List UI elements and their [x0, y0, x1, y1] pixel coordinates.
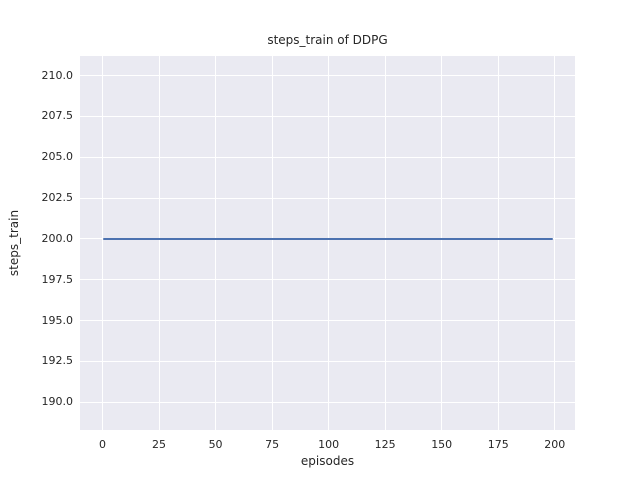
x-tick-label: 50	[208, 438, 223, 451]
gridline-horizontal	[80, 279, 575, 281]
chart-title: steps_train of DDPG	[267, 33, 388, 47]
gridline-vertical	[497, 56, 499, 430]
gridline-vertical	[215, 56, 217, 430]
y-tick-label: 210.0	[41, 68, 74, 82]
plot-area	[80, 56, 575, 430]
gridline-horizontal	[80, 156, 575, 158]
y-tick-label: 195.0	[41, 313, 74, 327]
gridline-vertical	[554, 56, 556, 430]
x-tick-label: 100	[318, 438, 340, 451]
gridline-vertical	[271, 56, 273, 430]
gridline-horizontal	[80, 197, 575, 199]
x-axis-label: episodes	[300, 454, 355, 468]
gridline-horizontal	[80, 115, 575, 117]
y-tick-label: 192.5	[41, 354, 74, 368]
x-tick-label: 0	[99, 438, 106, 451]
gridline-vertical	[102, 56, 103, 430]
series-line-steps_train	[102, 237, 553, 240]
y-tick-label: 197.5	[41, 272, 74, 286]
x-tick-label: 175	[487, 438, 509, 451]
y-axis-label: steps_train	[7, 209, 21, 277]
gridline-horizontal	[80, 401, 575, 403]
gridline-horizontal	[80, 320, 575, 322]
x-tick-label: 200	[544, 438, 566, 451]
gridline-vertical	[384, 56, 386, 430]
x-tick-label: 125	[374, 438, 396, 451]
x-tick-label: 25	[152, 438, 167, 451]
gridline-vertical	[441, 56, 443, 430]
gridline-vertical	[328, 56, 330, 430]
gridline-horizontal	[80, 360, 575, 362]
y-tick-label: 200.0	[41, 231, 74, 245]
gridline-horizontal	[80, 75, 575, 77]
y-tick-label: 202.5	[41, 191, 74, 205]
y-tick-label: 205.0	[41, 150, 74, 164]
y-tick-label: 190.0	[41, 395, 74, 409]
x-tick-label: 75	[265, 438, 280, 451]
x-tick-label: 150	[431, 438, 453, 451]
y-tick-label: 207.5	[41, 109, 74, 123]
gridline-vertical	[158, 56, 160, 430]
